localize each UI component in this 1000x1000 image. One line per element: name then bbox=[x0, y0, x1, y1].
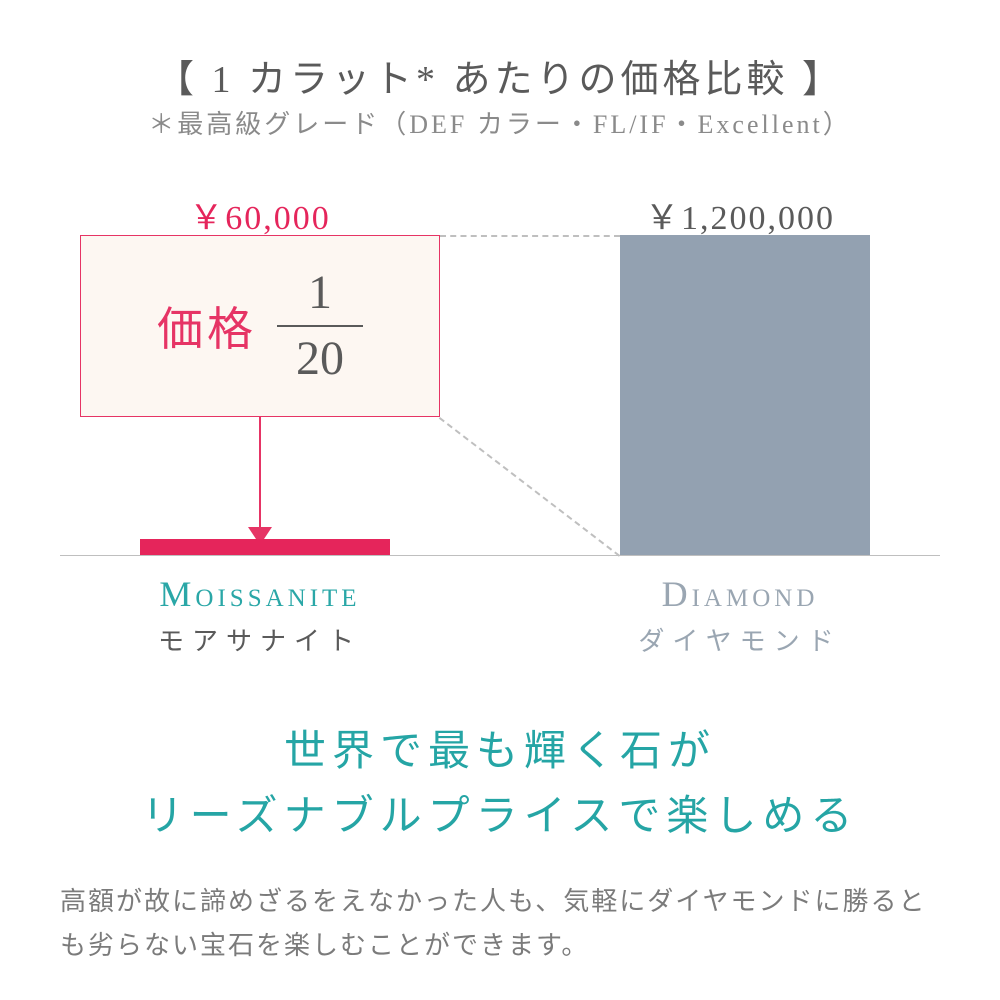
callout-fraction: 1 20 bbox=[277, 269, 363, 383]
category-diamond-en: Diamond bbox=[560, 573, 920, 615]
callout-arrow-line bbox=[259, 417, 261, 531]
infographic-root: { "title": "【 1 カラット* あたりの価格比較 】", "subt… bbox=[0, 0, 1000, 1000]
category-moissanite-ja: モアサナイト bbox=[80, 621, 440, 658]
bar-moissanite bbox=[140, 539, 390, 555]
price-ratio-callout: 価格 1 20 bbox=[80, 235, 440, 417]
price-label-diamond: ￥1,200,000 bbox=[560, 190, 920, 239]
fraction-denominator: 20 bbox=[296, 335, 344, 383]
connector-dash-top bbox=[440, 235, 620, 237]
bar-diamond bbox=[620, 235, 870, 555]
headline: 世界で最も輝く石が リーズナブルプライスで楽しめる bbox=[0, 720, 1000, 850]
headline-line2: リーズナブルプライスで楽しめる bbox=[142, 794, 859, 840]
connector-dash-bottom bbox=[439, 417, 620, 557]
price-label-moissanite: ￥60,000 bbox=[80, 190, 440, 239]
chart-title: 【 1 カラット* あたりの価格比較 】 bbox=[0, 48, 1000, 103]
chart-baseline bbox=[60, 555, 940, 556]
chart-subtitle: ＊最高級グレード（DEF カラー・FL/IF・Excellent） bbox=[0, 104, 1000, 141]
callout-label: 価格 bbox=[157, 293, 257, 359]
category-moissanite-en: Moissanite bbox=[80, 573, 440, 615]
price-comparison-chart: ￥60,000 ￥1,200,000 価格 1 20 Moissanite モア… bbox=[0, 155, 1000, 635]
fraction-bar bbox=[277, 325, 363, 327]
headline-line1: 世界で最も輝く石が bbox=[284, 729, 716, 775]
category-diamond-ja: ダイヤモンド bbox=[560, 621, 920, 658]
category-moissanite: Moissanite モアサナイト bbox=[80, 573, 440, 658]
category-diamond: Diamond ダイヤモンド bbox=[560, 573, 920, 658]
body-text: 高額が故に諦めざるをえなかった人も、気軽にダイヤモンドに勝るとも劣らない宝石を楽… bbox=[60, 880, 940, 968]
fraction-numerator: 1 bbox=[308, 269, 332, 317]
